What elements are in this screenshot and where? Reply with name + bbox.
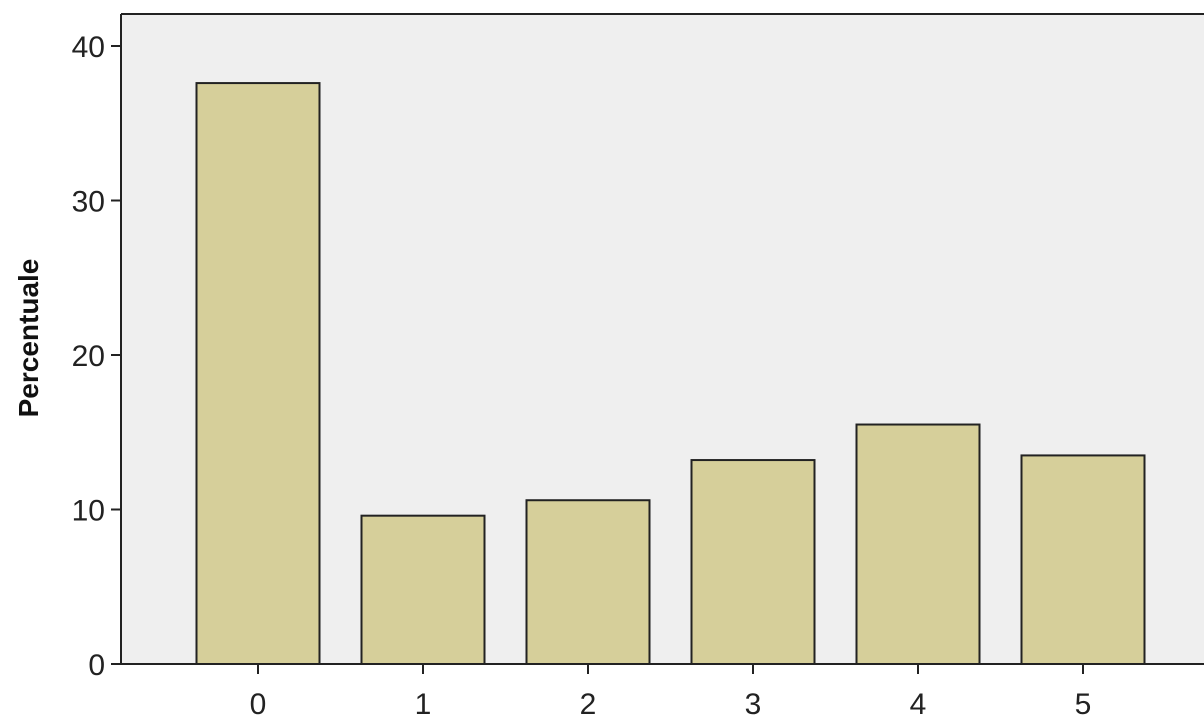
bars <box>195 82 1146 666</box>
x-tick-label: 4 <box>910 688 927 720</box>
x-tick-label: 2 <box>580 688 597 720</box>
y-tick-label: 30 <box>72 186 105 219</box>
x-tick-label: 1 <box>415 688 432 720</box>
x-tick-label: 3 <box>745 688 762 720</box>
y-tick-label: 10 <box>72 495 105 528</box>
y-tick-label: 40 <box>72 31 105 64</box>
y-tick-label: 0 <box>88 649 105 682</box>
y-axis-title: Percentuale <box>13 259 44 418</box>
y-tick-label: 20 <box>72 340 105 373</box>
bar-4 <box>855 423 981 665</box>
x-axis-ticks: 0 1 2 3 4 5 <box>250 664 1092 720</box>
x-tick-label: 0 <box>250 688 267 720</box>
bar-1 <box>360 514 486 665</box>
bar-3 <box>690 459 816 665</box>
bar-5 <box>1020 454 1146 665</box>
bar-0 <box>195 82 321 665</box>
bar-2 <box>525 499 651 666</box>
y-axis-ticks: 0 10 20 30 40 <box>72 31 121 682</box>
x-tick-label: 5 <box>1075 688 1092 720</box>
